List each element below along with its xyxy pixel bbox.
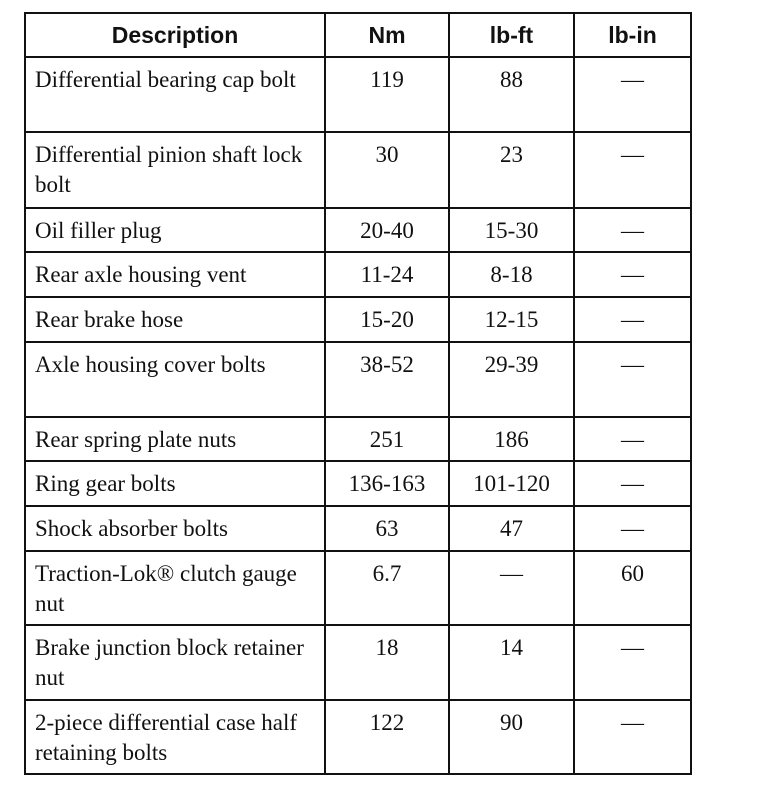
value-cell: — (573, 416, 692, 462)
header-cell: lb-in (573, 12, 692, 58)
header-cell: lb-ft (448, 12, 575, 58)
table-body: Differential bearing cap bolt 119 88— Diffe… (24, 56, 692, 775)
value-cell: — (573, 505, 692, 552)
value-cell: — (573, 56, 692, 133)
value-cell: 38-52 (324, 341, 450, 418)
value-cell: 20-40 (324, 207, 450, 253)
value-cell: — (573, 460, 692, 507)
description-cell: Rear axle housing vent (24, 251, 326, 298)
value-cell: — (573, 207, 692, 253)
value-cell: 15-30 (448, 207, 575, 253)
value-cell: — (573, 131, 692, 209)
table-row: Oil filler plug 20-40 15-30— (24, 207, 692, 253)
value-cell: 12-15 (448, 296, 575, 343)
value-cell: 47 (448, 505, 575, 552)
table-row: Differential pinion shaft lock bolt 30 23— (24, 131, 692, 209)
description-cell: Shock absorber bolts (24, 505, 326, 552)
table-row: Rear spring plate nuts 251 186— (24, 416, 692, 462)
description-cell: Axle housing cover bolts (24, 341, 326, 418)
value-cell: 90 (448, 699, 575, 775)
value-cell: 101-120 (448, 460, 575, 507)
table-row: 2-piece differential case half retaining… (24, 699, 692, 775)
description-cell: Oil filler plug (24, 207, 326, 253)
header-row: Description Nm lb-ft lb-in (24, 12, 692, 58)
description-cell: Rear brake hose (24, 296, 326, 343)
value-cell: 11-24 (324, 251, 450, 298)
table-row: Brake junction block retainer nut 18 14— (24, 624, 692, 701)
table-row: Axle housing cover bolts 38-52 29-39— (24, 341, 692, 418)
value-cell: — (448, 550, 575, 626)
value-cell: — (573, 624, 692, 701)
table-row: Differential bearing cap bolt 119 88— (24, 56, 692, 133)
value-cell: — (573, 699, 692, 775)
description-cell: Traction-Lok® clutch gauge nut (24, 550, 326, 626)
value-cell: 186 (448, 416, 575, 462)
value-cell: 18 (324, 624, 450, 701)
torque-table: Description Nm lb-ft lb-in Differential bea… (24, 12, 692, 775)
description-cell: Differential pinion shaft lock bolt (24, 131, 326, 209)
value-cell: 88 (448, 56, 575, 133)
value-cell: 8-18 (448, 251, 575, 298)
table-row: Rear axle housing vent 11-24 8-18— (24, 251, 692, 298)
description-cell: 2-piece differential case half retaining… (24, 699, 326, 775)
table-row: Shock absorber bolts 63 47— (24, 505, 692, 552)
header-cell: Description (24, 12, 326, 58)
value-cell: — (573, 341, 692, 418)
value-cell: 119 (324, 56, 450, 133)
value-cell: 30 (324, 131, 450, 209)
header-cell: Nm (324, 12, 450, 58)
value-cell: — (573, 251, 692, 298)
value-cell: 136-163 (324, 460, 450, 507)
description-cell: Brake junction block retainer nut (24, 624, 326, 701)
description-cell: Differential bearing cap bolt (24, 56, 326, 133)
description-cell: Ring gear bolts (24, 460, 326, 507)
description-cell: Rear spring plate nuts (24, 416, 326, 462)
value-cell: 63 (324, 505, 450, 552)
value-cell: 122 (324, 699, 450, 775)
table-row: Ring gear bolts 136-163 101-120— (24, 460, 692, 507)
value-cell: 23 (448, 131, 575, 209)
value-cell: 60 (573, 550, 692, 626)
value-cell: 251 (324, 416, 450, 462)
table-row: Traction-Lok® clutch gauge nut 6.7—60 (24, 550, 692, 626)
value-cell: 14 (448, 624, 575, 701)
value-cell: — (573, 296, 692, 343)
value-cell: 29-39 (448, 341, 575, 418)
value-cell: 6.7 (324, 550, 450, 626)
table-row: Rear brake hose 15-20 12-15— (24, 296, 692, 343)
value-cell: 15-20 (324, 296, 450, 343)
